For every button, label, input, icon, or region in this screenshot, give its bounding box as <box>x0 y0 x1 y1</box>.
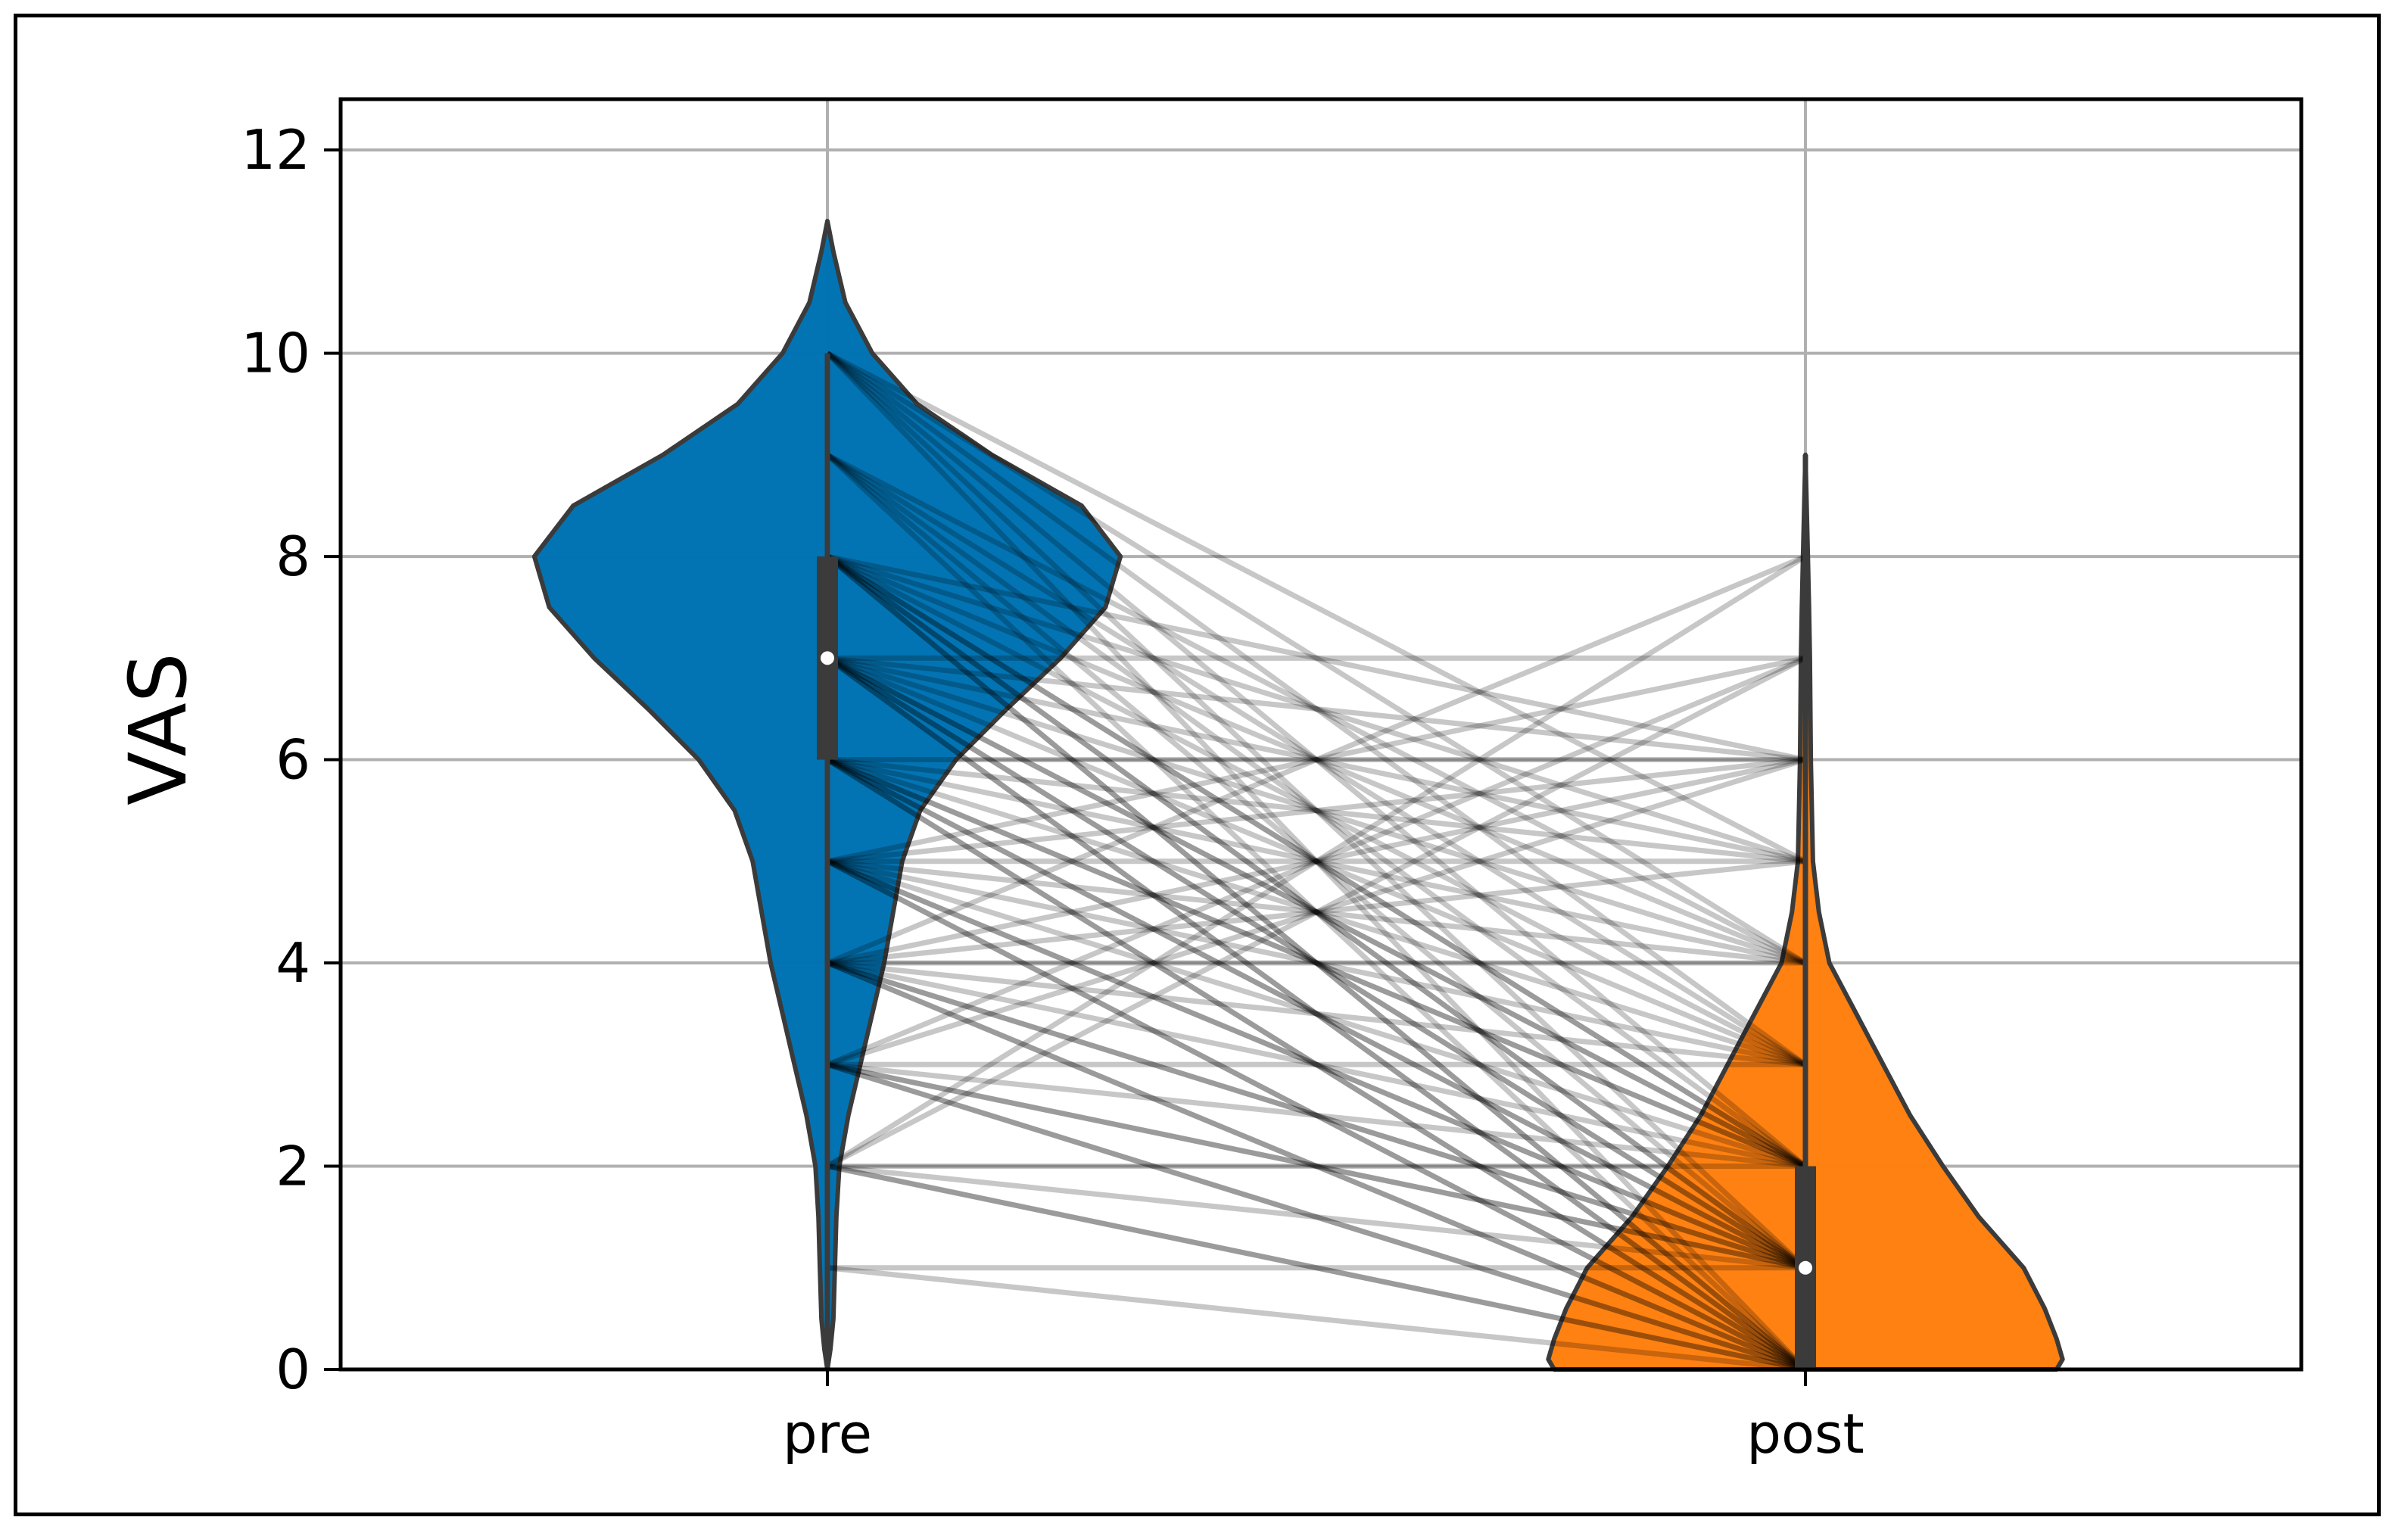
paired-line <box>826 554 1807 1169</box>
paired-line <box>825 554 1808 1270</box>
paired-line <box>826 858 1807 1270</box>
paired-line <box>826 757 1807 1372</box>
y-tick-label: 2 <box>276 1135 310 1198</box>
paired-line <box>826 858 1807 1169</box>
paired-lines <box>825 350 1808 1372</box>
paired-line <box>827 1265 1806 1372</box>
paired-line <box>826 858 1807 1372</box>
paired-line <box>826 960 1807 1271</box>
y-tick-label: 0 <box>276 1338 310 1401</box>
paired-line <box>826 553 1807 966</box>
y-tick-label: 12 <box>241 118 310 182</box>
paired-line <box>825 351 1808 1270</box>
paired-line <box>825 350 1808 1169</box>
paired-line <box>826 757 1807 1372</box>
paired-line <box>827 757 1806 966</box>
paired-line <box>826 858 1807 1270</box>
paired-line <box>825 554 1808 1270</box>
paired-line <box>827 1164 1806 1271</box>
paired-line <box>826 350 1807 864</box>
paired-line <box>826 452 1807 1067</box>
axes: 0 2 4 6 8 10 12 pre post <box>241 97 2304 1466</box>
paired-line <box>827 858 1806 1067</box>
paired-line <box>827 960 1806 1067</box>
paired-line <box>827 858 1806 966</box>
paired-line <box>826 452 1807 966</box>
paired-line <box>827 757 1806 865</box>
paired-line <box>826 960 1807 1372</box>
paired-line <box>825 351 1808 1372</box>
x-tick-label-post: post <box>1746 1402 1864 1466</box>
plot-border <box>338 97 2304 1372</box>
paired-line <box>826 553 1807 865</box>
paired-line <box>826 757 1807 1270</box>
median-dot-post <box>1799 1260 1812 1275</box>
paired-line <box>827 553 1806 762</box>
paired-line <box>827 858 1806 966</box>
paired-line <box>826 960 1807 1372</box>
paired-line <box>826 553 1807 966</box>
paired-line <box>827 1061 1806 1271</box>
inner-boxes <box>817 353 1816 1369</box>
paired-line <box>825 656 1808 1372</box>
paired-line <box>825 453 1808 1270</box>
paired-line <box>825 453 1808 1169</box>
y-tick-label: 8 <box>276 525 310 588</box>
paired-line <box>826 757 1807 1067</box>
paired-line <box>826 656 1807 1067</box>
paired-line <box>826 1061 1807 1372</box>
paired-line <box>825 350 1808 1067</box>
paired-line <box>826 1061 1807 1372</box>
paired-line <box>827 1164 1806 1372</box>
paired-line <box>826 655 1807 966</box>
paired-line <box>827 655 1806 763</box>
paired-line <box>826 757 1807 1067</box>
paired-line <box>826 757 1807 1169</box>
y-tick-label: 6 <box>276 728 310 792</box>
paired-line <box>827 1061 1806 1170</box>
paired-line <box>827 1061 1806 1271</box>
paired-line <box>826 656 1807 1270</box>
paired-line <box>825 554 1808 1372</box>
grid <box>341 99 2301 1371</box>
paired-line <box>827 960 1806 1169</box>
paired-line <box>825 656 1808 1372</box>
y-tick-label: 10 <box>241 322 310 385</box>
paired-line <box>827 757 1806 865</box>
paired-line <box>825 453 1808 1372</box>
paired-line <box>827 757 1806 966</box>
paired-line <box>826 757 1807 1169</box>
paired-line <box>826 960 1807 1271</box>
paired-line <box>825 554 1808 1372</box>
x-tick-label-pre: pre <box>783 1402 872 1466</box>
paired-line <box>826 656 1807 1169</box>
median-dot-pre <box>821 651 834 665</box>
y-tick-label: 4 <box>276 931 310 995</box>
paired-line <box>826 554 1807 1169</box>
paired-line <box>827 655 1806 865</box>
paired-line <box>826 554 1807 1169</box>
figure-frame: 0 2 4 6 8 10 12 pre post VAS <box>14 14 2381 1516</box>
paired-line <box>826 656 1807 1169</box>
paired-line <box>826 858 1807 1372</box>
paired-line <box>826 656 1807 1270</box>
paired-line <box>826 656 1807 1067</box>
y-axis-label: VAS <box>112 653 204 805</box>
paired-line <box>827 1164 1806 1372</box>
violin-chart: 0 2 4 6 8 10 12 pre post VAS <box>112 97 2304 1466</box>
paired-line <box>826 350 1807 966</box>
paired-line <box>826 553 1807 1067</box>
paired-line <box>826 656 1807 1169</box>
paired-line <box>826 757 1807 1270</box>
paired-line <box>827 655 1806 865</box>
